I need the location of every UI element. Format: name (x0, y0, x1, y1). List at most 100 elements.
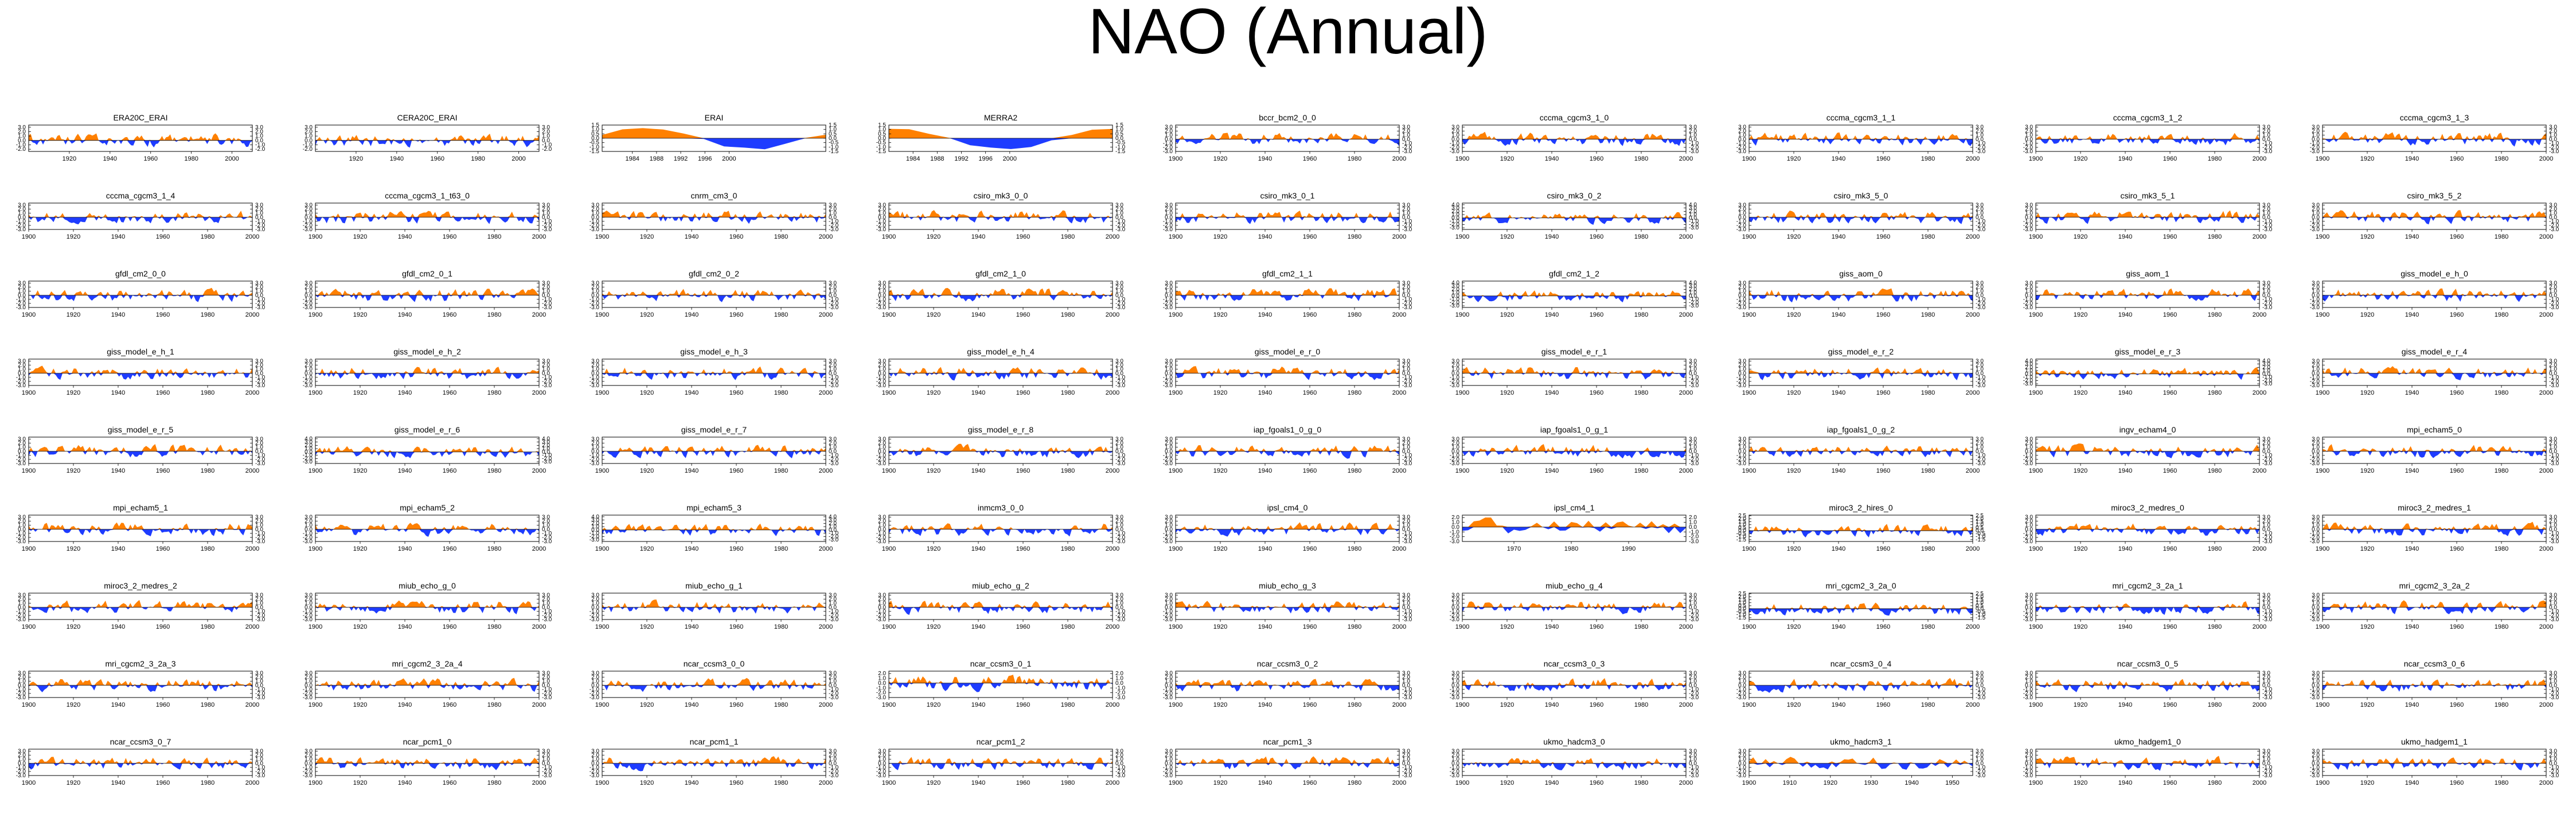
y-tick-label: -2.0 (2023, 223, 2034, 229)
y-tick-label-right: -3.0 (1976, 773, 1986, 779)
x-tick-label: 1950 (1945, 780, 1959, 786)
positive-area (1462, 131, 1686, 139)
subplot: cccma_cgcm3_1_43.02.01.00.0-1.0-2.0-3.03… (16, 191, 266, 240)
y-tick-label-right: -3.0 (1402, 773, 1412, 779)
plot-frame (888, 671, 1113, 698)
y-tick-label: -1.0 (590, 609, 600, 615)
y-tick-label: 2.0 (18, 206, 26, 213)
plot-frame (315, 359, 540, 386)
negative-area (1462, 295, 1686, 303)
y-tick-label: 3.0 (2025, 124, 2033, 131)
x-tick-label: 1920 (67, 780, 80, 786)
y-tick-label-right: 0.0 (829, 761, 837, 767)
y-tick-label-right: -3.0 (1976, 461, 1986, 467)
x-tick-label: 1980 (487, 311, 501, 318)
x-tick-label: 1960 (143, 155, 157, 162)
y-tick-label: 2.0 (1165, 206, 1173, 213)
y-tick-label-right: -3.0 (255, 695, 266, 701)
y-tick-label-right: 1.0 (1402, 133, 1410, 139)
subplot-title: miub_echo_g_4 (1545, 581, 1603, 590)
y-tick-label-right: 0.0 (829, 135, 837, 142)
y-tick-label-right: 1.0 (542, 679, 550, 685)
y-tick-label-right: 1.0 (1689, 133, 1697, 139)
y-tick-label: -1.0 (590, 531, 600, 537)
x-tick-label: 1940 (1545, 624, 1559, 630)
plot-frame (1175, 437, 1400, 464)
x-tick-label: 1920 (349, 155, 363, 162)
x-tick-label: 2000 (2253, 780, 2266, 786)
subplot: csiro_mk3_0_24.03.02.01.00.0-1.0-2.0-3.0… (1450, 191, 1699, 240)
y-tick-label: -1.0 (16, 142, 26, 149)
y-tick-label-right: 2.0 (2262, 285, 2270, 291)
x-tick-label: 1980 (1634, 780, 1648, 786)
y-tick-label-right: 2.0 (255, 519, 263, 525)
subplot-title: cccma_cgcm3_1_3 (2400, 113, 2469, 122)
y-tick-label: 0.0 (305, 527, 313, 533)
negative-area (315, 607, 539, 614)
x-tick-label: 2000 (819, 702, 833, 708)
y-tick-label-right: 2.0 (1115, 206, 1123, 213)
y-tick-label: -3.0 (1163, 149, 1173, 155)
x-tick-label: 1980 (2495, 546, 2508, 552)
x-tick-label: 1920 (1500, 389, 1514, 396)
x-tick-label: 2000 (1106, 702, 1119, 708)
y-tick-label: 3.0 (1451, 205, 1459, 212)
negative-area (889, 683, 1113, 692)
x-tick-label: 1960 (1016, 624, 1030, 630)
x-tick-label: 1980 (1061, 624, 1075, 630)
y-tick-label-right: -1.0 (255, 142, 266, 149)
y-tick-label-right: -2.0 (542, 146, 552, 153)
x-tick-label: 1900 (309, 467, 322, 474)
y-tick-label: 2.0 (591, 597, 599, 603)
negative-area (29, 763, 252, 770)
y-tick-label: 0.0 (1451, 524, 1459, 531)
y-tick-label-right: -3.0 (2549, 149, 2559, 155)
x-tick-label: 1960 (1303, 389, 1317, 396)
x-tick-label: 1960 (2163, 624, 2177, 630)
x-tick-label: 1900 (309, 311, 322, 318)
y-tick-label-right: -2.0 (2549, 457, 2559, 463)
x-tick-label: 1960 (2450, 546, 2464, 552)
y-tick-label-right: 1.0 (1402, 367, 1410, 373)
x-tick-label: 1980 (1348, 546, 1361, 552)
x-tick-label: 1980 (1634, 155, 1648, 162)
y-tick-label: -3.0 (1163, 305, 1173, 311)
y-tick-label-right: 0.0 (1689, 605, 1697, 611)
x-tick-label: 1920 (2360, 311, 2374, 318)
y-tick-label-right: -3.0 (1976, 305, 1986, 311)
x-tick-label: 2000 (1106, 624, 1119, 630)
y-tick-label-right: -0.5 (1976, 531, 1986, 537)
positive-area (602, 211, 826, 217)
y-tick-label: 2.0 (2312, 128, 2320, 135)
y-tick-label-right: 2.0 (2549, 285, 2557, 291)
y-tick-label-right: 1.0 (542, 446, 550, 452)
x-tick-label: 1960 (1016, 233, 1030, 240)
plot-frame (888, 280, 1113, 308)
plot-frame (2322, 359, 2547, 386)
y-tick-label-right: 2.0 (1402, 363, 1410, 369)
y-tick-label-right: 2.0 (1402, 753, 1410, 759)
y-tick-label-right: -1.0 (2262, 609, 2273, 615)
positive-area (315, 288, 539, 295)
y-tick-label: 1.0 (1738, 133, 1746, 139)
x-tick-label: 1920 (927, 467, 940, 474)
y-tick-label-right: 1.0 (1402, 601, 1410, 607)
x-tick-label: 1900 (882, 389, 896, 396)
x-tick-label: 2000 (245, 467, 259, 474)
negative-area (2036, 451, 2259, 459)
positive-area (602, 128, 826, 138)
subplot: ipsl_cm4_03.02.01.00.0-1.0-2.0-3.03.02.0… (1163, 503, 1412, 552)
y-tick-label-right: 1.0 (2262, 757, 2270, 763)
y-tick-label-right: 0.0 (1689, 683, 1697, 689)
y-tick-label-right: 3.0 (2549, 437, 2557, 443)
y-tick-label: 0.0 (591, 135, 599, 142)
y-tick-label-right: -2.0 (1115, 379, 1126, 385)
y-tick-label: 3.0 (1451, 671, 1459, 677)
y-tick-label-right: -1.0 (2549, 609, 2559, 615)
positive-area (2323, 366, 2546, 373)
y-tick-label: 1.5 (878, 122, 886, 128)
y-tick-label: -2.0 (1163, 223, 1173, 229)
plot-frame (28, 202, 253, 230)
x-tick-label: 1960 (1303, 546, 1317, 552)
negative-area (602, 763, 826, 772)
